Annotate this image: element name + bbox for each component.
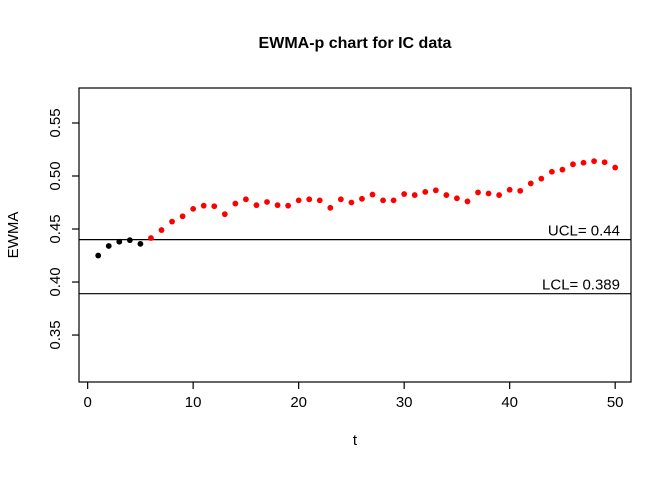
out-of-control-point	[517, 187, 524, 194]
x-tick-label: 10	[185, 394, 202, 411]
out-of-control-point	[306, 196, 313, 203]
out-of-control-point	[359, 195, 365, 202]
data-points	[95, 158, 619, 259]
out-of-control-point	[527, 180, 534, 187]
y-tick-label: 0.35	[47, 320, 64, 349]
y-tick-label: 0.40	[47, 267, 64, 296]
chart-title: EWMA-p chart for IC data	[259, 35, 452, 52]
out-of-control-point	[148, 235, 154, 241]
out-of-control-point	[369, 191, 376, 198]
out-of-control-point	[506, 186, 513, 193]
out-of-control-point	[601, 159, 608, 166]
out-of-control-point	[538, 175, 545, 182]
out-of-control-point	[179, 213, 186, 220]
plot-box	[78, 87, 632, 383]
y-tick-label: 0.45	[47, 214, 64, 243]
out-of-control-point	[591, 158, 597, 165]
out-of-control-point	[264, 199, 270, 205]
out-of-control-point	[454, 195, 460, 202]
out-of-control-point	[432, 187, 439, 194]
out-of-control-point	[221, 211, 228, 218]
out-of-control-point	[200, 202, 207, 209]
out-of-control-point	[158, 227, 165, 233]
out-of-control-point	[559, 166, 566, 173]
out-of-control-point	[169, 218, 175, 225]
control-limit-lines	[79, 239, 631, 295]
in-control-point	[137, 240, 144, 247]
ucl-label: UCL= 0.44	[548, 223, 620, 240]
y-axis-title: EWMA	[5, 212, 22, 259]
out-of-control-point	[580, 159, 587, 166]
x-axis-title: t	[353, 432, 358, 449]
in-control-point	[105, 243, 112, 249]
out-of-control-point	[348, 199, 355, 206]
out-of-control-point	[612, 164, 619, 171]
out-of-control-point	[401, 191, 408, 197]
out-of-control-point	[316, 197, 323, 204]
out-of-control-point	[253, 202, 260, 209]
y-tick-label: 0.50	[47, 161, 64, 190]
y-axis: 0.35 0.40 0.45 0.50 0.55	[47, 108, 79, 350]
out-of-control-point	[390, 197, 397, 204]
out-of-control-point	[190, 205, 197, 212]
out-of-control-point	[485, 190, 492, 197]
out-of-control-point	[243, 196, 249, 203]
out-of-control-point	[211, 203, 218, 210]
out-of-control-point	[337, 196, 344, 203]
out-of-control-point	[548, 168, 555, 175]
x-tick-label: 20	[290, 394, 307, 411]
x-tick-label: 0	[83, 394, 91, 411]
lcl-label: LCL= 0.389	[542, 277, 620, 294]
in-control-point	[116, 238, 123, 245]
out-of-control-point	[285, 202, 292, 209]
x-tick-label: 50	[607, 394, 624, 411]
out-of-control-point	[475, 189, 481, 196]
out-of-control-point	[232, 200, 239, 207]
out-of-control-point	[295, 197, 302, 204]
out-of-control-point	[496, 192, 503, 198]
out-of-control-point	[380, 197, 386, 204]
in-control-point	[95, 252, 102, 259]
y-tick-label: 0.55	[47, 108, 64, 137]
in-control-point	[126, 237, 133, 244]
out-of-control-point	[274, 202, 281, 209]
out-of-control-point	[570, 161, 576, 168]
out-of-control-point	[443, 192, 450, 198]
out-of-control-point	[411, 192, 418, 198]
x-axis: 0 10 20 30 40 50	[83, 382, 624, 411]
x-tick-label: 30	[396, 394, 413, 411]
out-of-control-point	[327, 204, 334, 211]
out-of-control-point	[464, 198, 471, 205]
x-tick-label: 40	[501, 394, 518, 411]
out-of-control-point	[422, 189, 429, 195]
